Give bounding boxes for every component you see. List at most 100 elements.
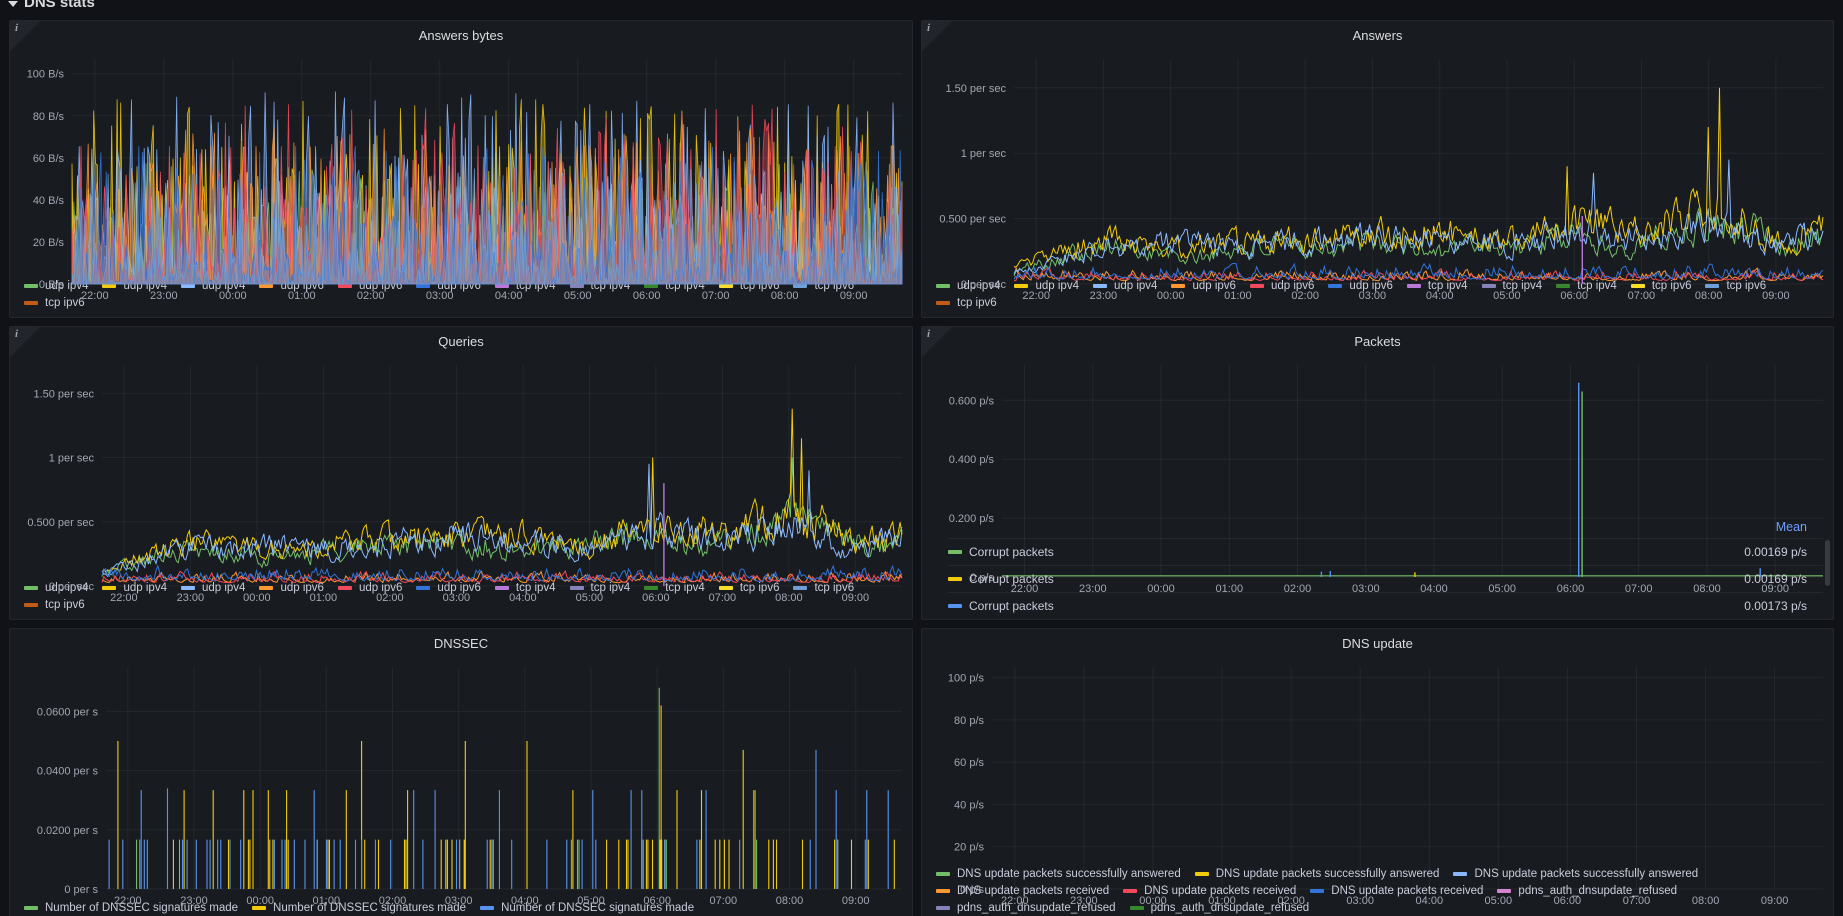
svg-text:23:00: 23:00 bbox=[177, 592, 205, 604]
svg-text:0.500 per sec: 0.500 per sec bbox=[939, 214, 1006, 226]
panel-title[interactable]: Queries bbox=[438, 333, 484, 349]
legend-swatch bbox=[24, 603, 38, 607]
legend-item[interactable]: udp ipv4 bbox=[24, 582, 88, 594]
legend-swatch bbox=[793, 284, 808, 288]
legend-item[interactable]: tcp ipv4 bbox=[644, 582, 705, 594]
legend-item[interactable]: tcp ipv6 bbox=[718, 582, 779, 594]
chart-answers-bytes[interactable]: 0 B/s 20 B/s 40 B/s 60 B/s 80 B/s 100 B/s 22:0… bbox=[10, 49, 912, 302]
svg-text:22:00: 22:00 bbox=[110, 592, 138, 604]
legend-swatch bbox=[948, 604, 962, 608]
legend-item[interactable]: tcp ipv6 bbox=[1630, 280, 1691, 292]
panel-info-icon[interactable]: i bbox=[922, 21, 952, 51]
panel-title[interactable]: Packets bbox=[1354, 333, 1401, 349]
svg-text:06:00: 06:00 bbox=[633, 290, 661, 302]
legend-item[interactable]: pdns_auth_dnsupdate_refused bbox=[936, 902, 1116, 914]
svg-text:04:00: 04:00 bbox=[509, 592, 537, 604]
legend-item[interactable]: udp ipv4 bbox=[102, 582, 167, 594]
legend-item[interactable]: pdns_auth_dnsupdate_refused bbox=[1497, 885, 1677, 897]
legend-swatch bbox=[24, 906, 38, 910]
legend-sort-mean[interactable]: Mean bbox=[1775, 520, 1807, 534]
legend-swatch bbox=[644, 284, 659, 288]
chart-packets[interactable]: 0 p/s 0.200 p/s 0.400 p/s 0.600 p/s 22:00 23:… bbox=[922, 355, 1833, 595]
legend-dns-update: DNS update packets successfully answered… bbox=[922, 863, 1833, 916]
legend-item[interactable]: Number of DNSSEC signatures made bbox=[24, 902, 238, 914]
legend-label: Corrupt packets bbox=[969, 545, 1054, 559]
chart-dns-update[interactable]: 0 p/s 20 p/s 40 p/s 60 p/s 80 p/s 100 p/s 22:0… bbox=[922, 657, 1833, 907]
legend-item[interactable]: udp ipv6 bbox=[1328, 280, 1393, 292]
legend-item[interactable]: tcp ipv4 bbox=[1556, 280, 1617, 292]
legend-item[interactable]: udp ipv4 bbox=[1014, 280, 1079, 292]
panel-info-icon[interactable]: i bbox=[10, 21, 40, 51]
svg-text:09:00: 09:00 bbox=[1762, 290, 1790, 302]
legend-label: tcp ipv4 bbox=[1502, 280, 1543, 292]
svg-text:03:00: 03:00 bbox=[1346, 895, 1374, 907]
row-header-dns-stats[interactable]: DNS stats bbox=[8, 0, 95, 13]
panel-title[interactable]: DNS update bbox=[1342, 635, 1413, 651]
legend-item[interactable]: Number of DNSSEC signatures made bbox=[480, 902, 694, 914]
legend-swatch bbox=[948, 550, 962, 554]
legend-item[interactable]: tcp ipv6 bbox=[793, 582, 854, 594]
legend-item[interactable]: DNS update packets received bbox=[936, 885, 1109, 897]
legend-item[interactable]: Corrupt packets bbox=[948, 572, 1054, 586]
svg-text:0.0600 per s: 0.0600 per s bbox=[37, 706, 99, 718]
legend-label: DNS update packets successfully answered bbox=[1474, 868, 1699, 880]
legend-swatch bbox=[1171, 284, 1186, 288]
legend-item[interactable]: udp ipv6 bbox=[259, 582, 324, 594]
legend-item[interactable]: tcp ipv4 bbox=[1481, 280, 1543, 292]
legend-item[interactable]: udp ipv6 bbox=[1249, 280, 1314, 292]
legend-item[interactable]: Corrupt packets bbox=[948, 599, 1054, 613]
legend-label: udp ipv6 bbox=[280, 582, 324, 594]
legend-swatch bbox=[1705, 284, 1720, 288]
panel-title[interactable]: Answers bytes bbox=[418, 27, 504, 43]
legend-queries: udp ipv4 udp ipv4 udp ipv4 udp ipv6 udp ipv6… bbox=[10, 577, 912, 619]
legend-item[interactable]: DNS update packets received bbox=[1310, 885, 1483, 897]
legend-item[interactable]: pdns_auth_dnsupdate_refused bbox=[1129, 902, 1309, 914]
panel-title[interactable]: Answers bbox=[1352, 27, 1403, 43]
panel-dnssec: DNSSEC 0 per s 0.0200 per s 0.0400 per s 0.… bbox=[9, 628, 913, 916]
legend-item[interactable]: tcp ipv4 bbox=[494, 582, 556, 594]
legend-item[interactable]: udp ipv4 bbox=[1092, 280, 1157, 292]
legend-item[interactable]: udp ipv4 bbox=[180, 582, 245, 594]
panel-answers: i Answers 0 per sec 0.500 per sec 1 per se… bbox=[921, 20, 1834, 318]
legend-scrollbar[interactable] bbox=[1825, 540, 1830, 586]
legend-item[interactable]: tcp ipv6 bbox=[1705, 280, 1766, 292]
legend-item[interactable]: Corrupt packets bbox=[948, 545, 1054, 559]
legend-item[interactable]: DNS update packets successfully answered bbox=[1194, 868, 1439, 880]
legend-item[interactable]: DNS update packets successfully answered bbox=[936, 868, 1181, 880]
svg-text:05:00: 05:00 bbox=[576, 592, 604, 604]
panel-title[interactable]: DNSSEC bbox=[433, 635, 489, 651]
legend-item[interactable]: udp ipv4 bbox=[936, 280, 1000, 292]
legend-label: udp ipv6 bbox=[1349, 280, 1393, 292]
chart-dnssec[interactable]: 0 per s 0.0200 per s 0.0400 per s 0.0600 pe… bbox=[10, 657, 912, 907]
svg-text:100 B/s: 100 B/s bbox=[27, 69, 65, 81]
svg-text:06:00: 06:00 bbox=[643, 895, 671, 907]
legend-item[interactable]: udp ipv6 bbox=[1171, 280, 1236, 292]
legend-item[interactable]: tcp ipv4 bbox=[1406, 280, 1468, 292]
legend-label: tcp ipv6 bbox=[45, 297, 85, 309]
chart-queries[interactable]: 0 per sec 0.500 per sec 1 per sec 1.50 per … bbox=[10, 355, 912, 604]
legend-item[interactable]: udp ipv6 bbox=[337, 582, 402, 594]
legend-item[interactable]: tcp ipv6 bbox=[24, 599, 85, 611]
legend-swatch bbox=[1092, 284, 1107, 288]
legend-item[interactable]: Number of DNSSEC signatures made bbox=[252, 902, 466, 914]
legend-item[interactable]: tcp ipv6 bbox=[24, 297, 85, 309]
legend-item[interactable]: tcp ipv4 bbox=[569, 582, 630, 594]
svg-text:0.200 p/s: 0.200 p/s bbox=[949, 513, 995, 525]
legend-item[interactable]: DNS update packets successfully answered bbox=[1453, 868, 1698, 880]
panel-info-icon[interactable]: i bbox=[922, 327, 952, 357]
svg-text:09:00: 09:00 bbox=[840, 290, 868, 302]
legend-label: tcp ipv6 bbox=[1726, 280, 1767, 292]
legend-swatch bbox=[180, 284, 195, 288]
legend-item[interactable]: DNS update packets received bbox=[1123, 885, 1296, 897]
legend-item[interactable]: udp ipv4 bbox=[102, 280, 167, 292]
legend-item[interactable]: tcp ipv6 bbox=[936, 297, 997, 309]
legend-label: DNS update packets received bbox=[1144, 885, 1297, 897]
legend-item[interactable]: udp ipv6 bbox=[416, 582, 481, 594]
chart-answers[interactable]: 0 per sec 0.500 per sec 1 per sec 1.50 per … bbox=[922, 49, 1833, 302]
svg-text:01:00: 01:00 bbox=[288, 290, 316, 302]
legend-item[interactable]: tcp ipv4 bbox=[494, 280, 556, 292]
legend-swatch bbox=[569, 586, 584, 590]
panel-info-icon[interactable]: i bbox=[10, 327, 40, 357]
svg-text:1.50 per sec: 1.50 per sec bbox=[945, 83, 1006, 95]
svg-text:0 per sec: 0 per sec bbox=[49, 581, 95, 593]
